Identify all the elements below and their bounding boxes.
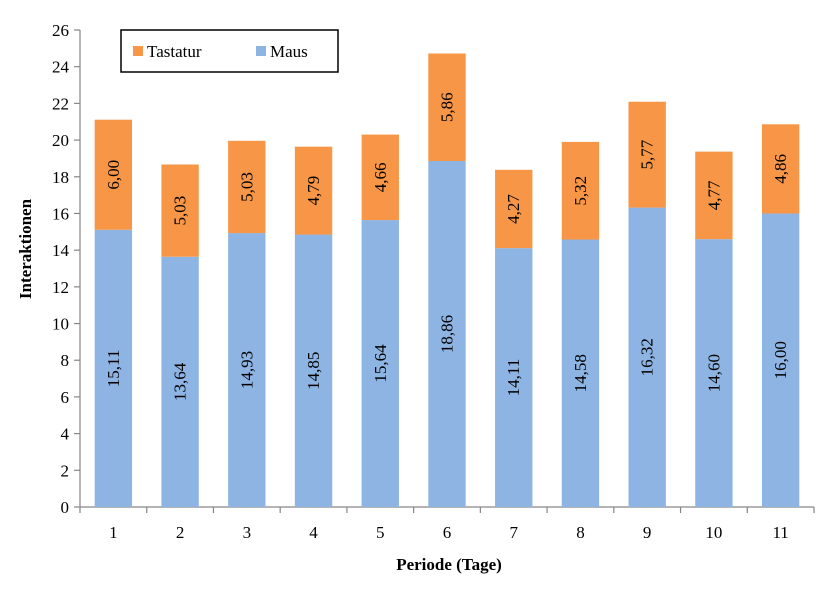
data-label-maus: 14,11 <box>504 359 523 397</box>
legend-label-tastatur: Tastatur <box>147 42 202 61</box>
y-tick-label: 2 <box>61 461 70 480</box>
data-label-maus: 13,64 <box>171 362 190 401</box>
y-tick-label: 24 <box>52 58 70 77</box>
data-label-maus: 15,64 <box>371 344 390 383</box>
x-tick-label: 2 <box>176 523 185 542</box>
bar-maus <box>428 160 466 508</box>
legend-label-maus: Maus <box>270 42 308 61</box>
data-label-tastatur: 5,32 <box>571 176 590 206</box>
y-tick-label: 8 <box>61 351 70 370</box>
bar-tastatur <box>228 140 266 234</box>
x-axis: 1 2 3 4 5 6 7 8 9 10 11 <box>79 506 815 542</box>
bar-tastatur <box>761 124 800 214</box>
y-tick-label: 12 <box>52 278 69 297</box>
y-tick-label: 20 <box>52 131 69 150</box>
bar-tastatur <box>695 151 733 240</box>
x-tick-label: 4 <box>309 523 318 542</box>
data-label-tastatur: 5,86 <box>438 92 457 122</box>
bar-maus <box>361 220 399 507</box>
bar-tastatur <box>361 134 399 221</box>
bar-tastatur <box>561 141 600 240</box>
data-label-tastatur: 4,27 <box>504 194 523 224</box>
bar-maus <box>695 239 733 507</box>
legend-swatch-maus <box>256 46 266 56</box>
bar-tastatur <box>161 164 199 257</box>
data-label-tastatur: 5,77 <box>638 139 657 169</box>
bar-tastatur <box>428 53 466 161</box>
bar-maus <box>94 229 133 507</box>
data-label-maus: 14,93 <box>237 351 256 389</box>
x-tick-label: 1 <box>109 523 118 542</box>
x-tick-label: 9 <box>643 523 652 542</box>
y-tick-label: 26 <box>52 21 69 40</box>
legend: Tastatur Maus <box>120 29 339 73</box>
x-tick-label: 6 <box>443 523 452 542</box>
x-tick-label: 10 <box>705 523 722 542</box>
y-tick-label: 14 <box>52 241 70 260</box>
bar-maus <box>228 233 266 507</box>
data-label-tastatur: 4,86 <box>771 154 790 184</box>
y-tick-label: 0 <box>61 498 70 517</box>
y-axis-title: Interaktionen <box>16 198 35 299</box>
bars <box>94 53 800 508</box>
data-label-maus: 14,58 <box>571 354 590 392</box>
data-label-tastatur: 4,79 <box>304 176 323 206</box>
data-label-tastatur: 6,00 <box>104 160 123 190</box>
legend-frame <box>120 29 339 73</box>
y-tick-label: 10 <box>52 315 69 334</box>
data-label-maus: 16,00 <box>771 341 790 379</box>
data-label-maus: 18,86 <box>438 315 457 353</box>
data-labels: 15,11 6,00 13,64 5,03 14,93 5,03 14,85 4,79 15,6… <box>104 92 790 401</box>
data-label-maus: 16,32 <box>638 338 657 376</box>
data-label-tastatur: 5,03 <box>237 172 256 202</box>
y-tick-label: 6 <box>61 388 70 407</box>
bar-tastatur <box>294 146 333 235</box>
x-axis-title: Periode (Tage) <box>396 555 502 574</box>
legend-swatch-tastatur <box>133 46 143 56</box>
bar-maus <box>161 256 199 507</box>
data-label-maus: 15,11 <box>104 350 123 388</box>
bar-maus <box>495 248 533 507</box>
data-label-maus: 14,60 <box>704 354 723 392</box>
bar-maus <box>761 213 800 507</box>
data-label-maus: 14,85 <box>304 352 323 390</box>
data-label-tastatur: 4,66 <box>371 162 390 192</box>
y-tick-label: 22 <box>52 94 69 113</box>
y-tick-label: 18 <box>52 168 69 187</box>
x-tick-label: 11 <box>772 523 788 542</box>
x-tick-label: 5 <box>376 523 385 542</box>
x-tick-label: 3 <box>243 523 252 542</box>
bar-tastatur <box>94 119 133 230</box>
y-tick-label: 16 <box>52 204 69 223</box>
bar-maus <box>561 239 600 508</box>
y-tick-label: 4 <box>61 425 70 444</box>
x-tick-label: 8 <box>576 523 585 542</box>
bar-tastatur <box>495 169 533 249</box>
bar-maus <box>628 207 666 508</box>
x-tick-label: 7 <box>509 523 518 542</box>
data-label-tastatur: 4,77 <box>704 180 723 210</box>
bar-tastatur <box>628 101 666 208</box>
bar-maus <box>294 234 333 507</box>
data-label-tastatur: 5,03 <box>171 196 190 226</box>
